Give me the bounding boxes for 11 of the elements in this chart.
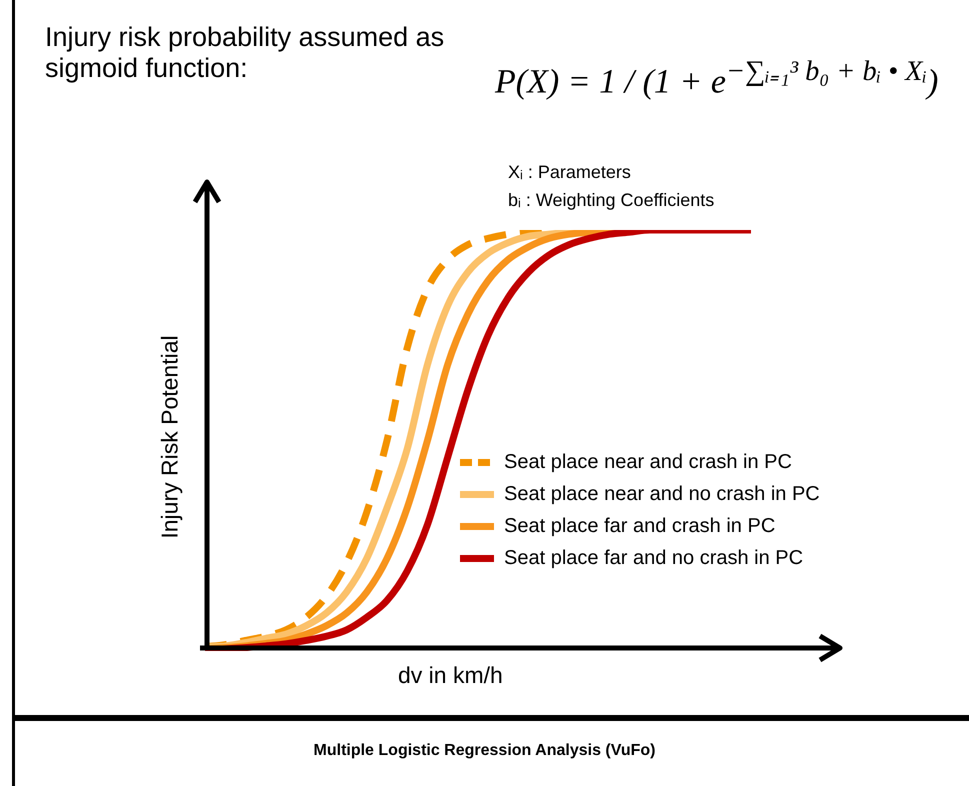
legend-label: Seat place far and crash in PC <box>504 514 776 538</box>
legend-label: Seat place near and no crash in PC <box>504 482 820 506</box>
text: Xᵢ : Parameters <box>508 162 631 183</box>
text: P(X) = 1 / (1 + e$^{−∑ᵢ₌₁³ b₀ + bᵢ • Xᵢ}$) <box>495 55 938 102</box>
text: Multiple Logistic Regression Analysis (VuFo) <box>312 742 656 760</box>
legend-label: Seat place far and no crash in PC <box>504 546 804 570</box>
y-axis-title: Injury Risk Potential <box>156 335 184 539</box>
legend-label: Seat place near and crash in PC <box>504 450 792 474</box>
x-axis-title: dv in km/h <box>398 662 503 689</box>
chart-title: Injury risk probability assumed as sigmoid function: <box>45 22 446 84</box>
text: bᵢ : Weighting Coefficients <box>508 190 714 211</box>
